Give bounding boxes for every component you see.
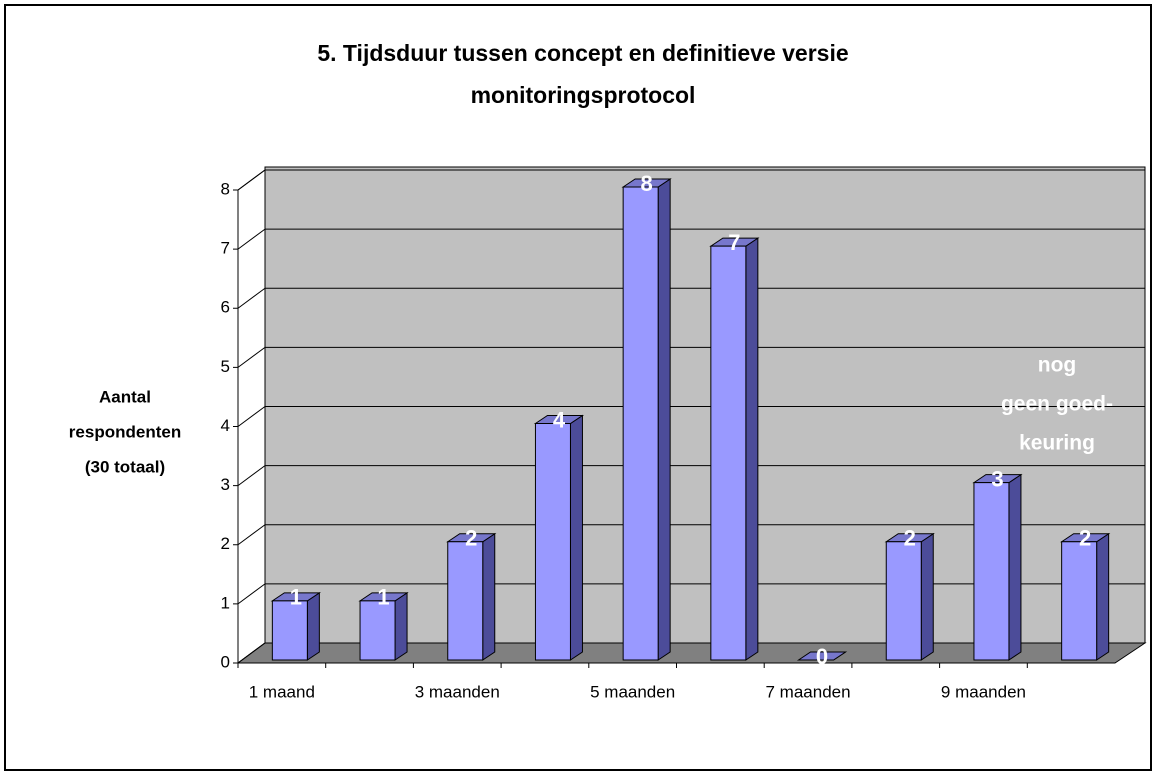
bar-face — [796, 651, 848, 661]
y-tick-label: 2 — [221, 534, 230, 553]
y-tick-label: 8 — [221, 179, 230, 198]
x-tick-label: 9 maanden — [941, 682, 1026, 701]
x-tick-label: 5 maanden — [590, 682, 675, 701]
bar — [621, 178, 672, 661]
grid-line — [237, 465, 266, 487]
bar-face — [973, 482, 1010, 661]
grid-line — [237, 228, 266, 250]
annotation: nog — [1038, 354, 1076, 377]
bar-face — [1008, 473, 1022, 661]
y-axis-label: (30 totaal) — [85, 457, 165, 476]
annotation: keuring — [1019, 432, 1095, 455]
bar-face — [920, 532, 934, 661]
bar-face — [657, 178, 671, 661]
x-tick-label: 1 maand — [249, 682, 315, 701]
bar — [270, 591, 322, 661]
bar-face — [622, 186, 659, 661]
bar — [533, 414, 585, 661]
grid-line — [237, 287, 266, 309]
bar — [884, 532, 935, 661]
value-label: 4 — [553, 407, 566, 432]
bar — [972, 473, 1023, 661]
bar-face — [394, 591, 408, 661]
value-label: 2 — [1079, 526, 1091, 551]
annotation: geen goed- — [1001, 393, 1113, 416]
y-tick-label: 6 — [221, 298, 230, 317]
bar — [1059, 532, 1111, 661]
bar-face — [1061, 541, 1098, 661]
bar-face — [271, 600, 308, 661]
y-tick-label: 3 — [221, 475, 230, 494]
value-label: 3 — [991, 466, 1003, 491]
bar-face — [885, 541, 922, 661]
chart-title: monitoringsprotocol — [471, 82, 696, 108]
y-tick-label: 4 — [221, 416, 230, 435]
grid-line — [237, 524, 266, 546]
y-tick-label: 1 — [221, 593, 230, 612]
value-label: 2 — [465, 526, 477, 551]
value-label: 2 — [904, 526, 916, 551]
bar — [446, 532, 497, 661]
grid-line — [237, 169, 266, 191]
grid-line — [237, 642, 266, 664]
value-label: 7 — [728, 230, 740, 255]
grid-line — [237, 583, 266, 605]
value-label: 8 — [641, 171, 653, 196]
grid-line — [237, 346, 266, 368]
chart-title: 5. Tijdsduur tussen concept en definitie… — [317, 40, 848, 66]
bar-face — [534, 423, 571, 661]
y-tick-label: 5 — [221, 357, 230, 376]
bar — [796, 651, 848, 661]
bar-face — [482, 532, 496, 661]
bar-face — [359, 600, 396, 661]
bar-face — [569, 414, 583, 661]
value-label: 1 — [290, 585, 302, 610]
grid-line — [237, 406, 266, 427]
value-label: 1 — [377, 585, 389, 610]
bar-face — [710, 245, 747, 661]
bar-face — [1096, 532, 1110, 661]
y-tick-label: 7 — [221, 239, 230, 258]
bar — [358, 591, 409, 661]
value-label: 0 — [816, 644, 828, 669]
bar — [709, 237, 760, 661]
y-axis-label: respondenten — [69, 422, 181, 441]
bar-face — [745, 237, 759, 661]
bar-face — [306, 591, 320, 661]
x-tick-label: 7 maanden — [766, 682, 851, 701]
y-tick-label: 0 — [221, 652, 230, 671]
x-tick-label: 3 maanden — [415, 682, 500, 701]
y-axis-label: Aantal — [99, 387, 151, 406]
bar-face — [447, 541, 484, 661]
